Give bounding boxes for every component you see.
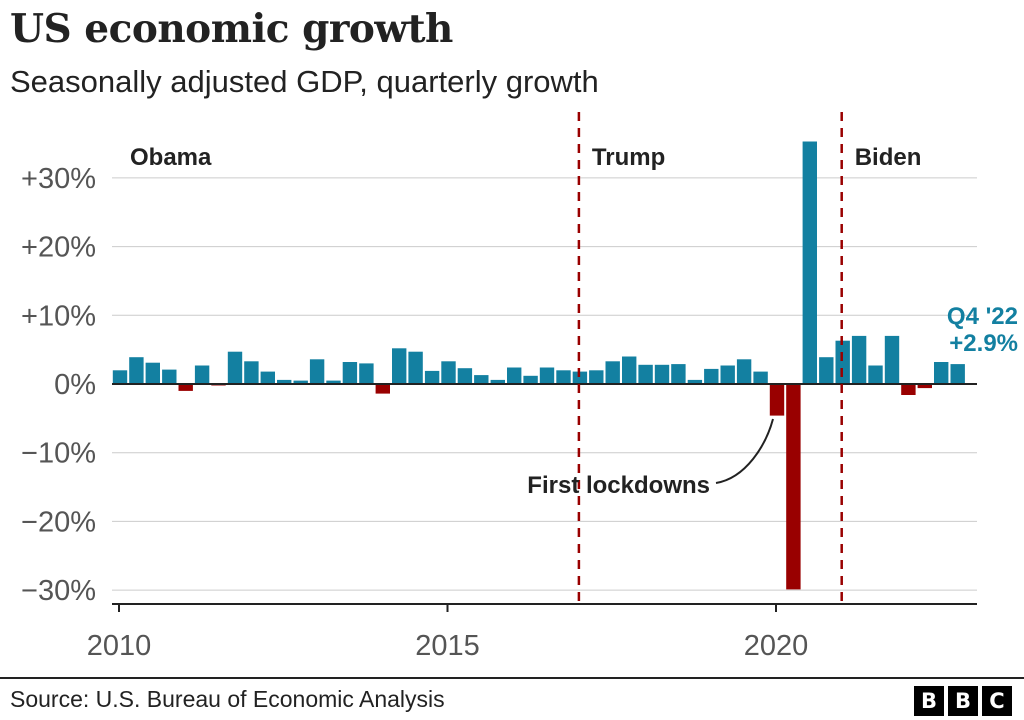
bbc-logo: B B C xyxy=(914,686,1012,716)
y-tick-label: −20% xyxy=(21,506,96,538)
bar-2019-q3 xyxy=(736,359,752,384)
bar-2021-q1 xyxy=(835,340,850,384)
bar-2012-q3 xyxy=(277,379,292,384)
logo-letter-b2: B xyxy=(948,686,978,716)
y-tick-label: +10% xyxy=(21,300,96,332)
y-tick-label: −10% xyxy=(21,438,96,470)
bar-2016-q2 xyxy=(523,375,538,384)
bar-2018-q1 xyxy=(638,364,653,384)
bar-2014-q2 xyxy=(392,348,407,384)
bar-2014-q4 xyxy=(424,370,440,384)
bar-2016-q3 xyxy=(539,367,555,384)
x-tick-label: 2015 xyxy=(415,630,480,662)
bar-2015-q1 xyxy=(441,361,456,384)
bar-2011-q1 xyxy=(178,384,193,391)
chart-title: US economic growth xyxy=(10,6,453,52)
lockdown-leader-line xyxy=(715,418,774,484)
bar-2022-q2 xyxy=(917,384,932,389)
bar-2013-q3 xyxy=(342,362,358,384)
bar-2018-q2 xyxy=(654,364,670,384)
y-tick-label: 0% xyxy=(54,369,96,401)
bar-2014-q1 xyxy=(375,384,390,394)
era-label-obama: Obama xyxy=(130,144,212,171)
bar-2012-q2 xyxy=(260,371,275,384)
latest-quarter-value: +2.9% xyxy=(949,330,1018,357)
bar-2021-q3 xyxy=(868,365,883,384)
bar-2010-q4 xyxy=(162,369,177,384)
y-tick-label: +30% xyxy=(21,163,96,195)
bar-2014-q3 xyxy=(408,351,423,384)
bar-2012-q1 xyxy=(244,361,259,384)
bar-2013-q2 xyxy=(326,380,341,384)
bar-2016-q1 xyxy=(507,367,522,384)
bar-2017-q4 xyxy=(622,356,637,384)
logo-letter-b1: B xyxy=(914,686,944,716)
bar-2020-q4 xyxy=(819,357,834,384)
bar-2013-q4 xyxy=(359,363,374,384)
bar-2010-q2 xyxy=(129,357,144,384)
bar-2011-q4 xyxy=(227,351,243,384)
bar-2018-q3 xyxy=(671,364,686,384)
footer-divider xyxy=(0,677,1024,679)
bar-2022-q4 xyxy=(950,364,965,384)
gdp-growth-chart: −30% −20% −10% 0% +10% +20% +30% Obama Trump Bide… xyxy=(21,112,1018,662)
chart-subtitle: Seasonally adjusted GDP, quarterly growt… xyxy=(10,64,599,99)
y-tick-label: −30% xyxy=(21,575,96,607)
y-tick-label: +20% xyxy=(21,232,96,264)
bar-2016-q4 xyxy=(556,370,571,384)
bar-2012-q4 xyxy=(293,380,308,384)
bar-2017-q1 xyxy=(572,371,588,384)
era-label-trump: Trump xyxy=(592,144,665,171)
bar-2010-q1 xyxy=(112,370,128,384)
bar-2020-q2 xyxy=(786,384,801,590)
logo-letter-c: C xyxy=(982,686,1012,716)
bar-2019-q4 xyxy=(753,371,768,384)
x-tick-label: 2010 xyxy=(87,630,152,662)
bar-2015-q2 xyxy=(457,368,473,384)
bar-2015-q4 xyxy=(490,379,505,384)
bar-2017-q2 xyxy=(589,370,604,384)
bar-2020-q1 xyxy=(769,384,785,416)
x-tick-label: 2020 xyxy=(744,630,809,662)
bar-2022-q3 xyxy=(934,362,949,384)
bar-2019-q2 xyxy=(720,365,735,384)
bar-2017-q3 xyxy=(605,361,620,384)
source-note: Source: U.S. Bureau of Economic Analysis xyxy=(10,686,445,712)
bar-2018-q4 xyxy=(687,379,703,384)
era-label-biden: Biden xyxy=(855,144,922,171)
bar-2015-q3 xyxy=(474,375,489,384)
bar-2013-q1 xyxy=(309,359,325,384)
bar-2011-q2 xyxy=(194,365,210,384)
bar-2021-q4 xyxy=(884,335,900,384)
bar-2022-q1 xyxy=(901,384,916,395)
bar-2020-q3 xyxy=(802,141,817,384)
latest-quarter-label: Q4 '22 xyxy=(947,303,1018,330)
lockdown-annotation: First lockdowns xyxy=(527,472,710,499)
bar-2010-q3 xyxy=(145,362,160,384)
bar-2021-q2 xyxy=(851,335,867,384)
bar-2019-q1 xyxy=(704,368,719,384)
